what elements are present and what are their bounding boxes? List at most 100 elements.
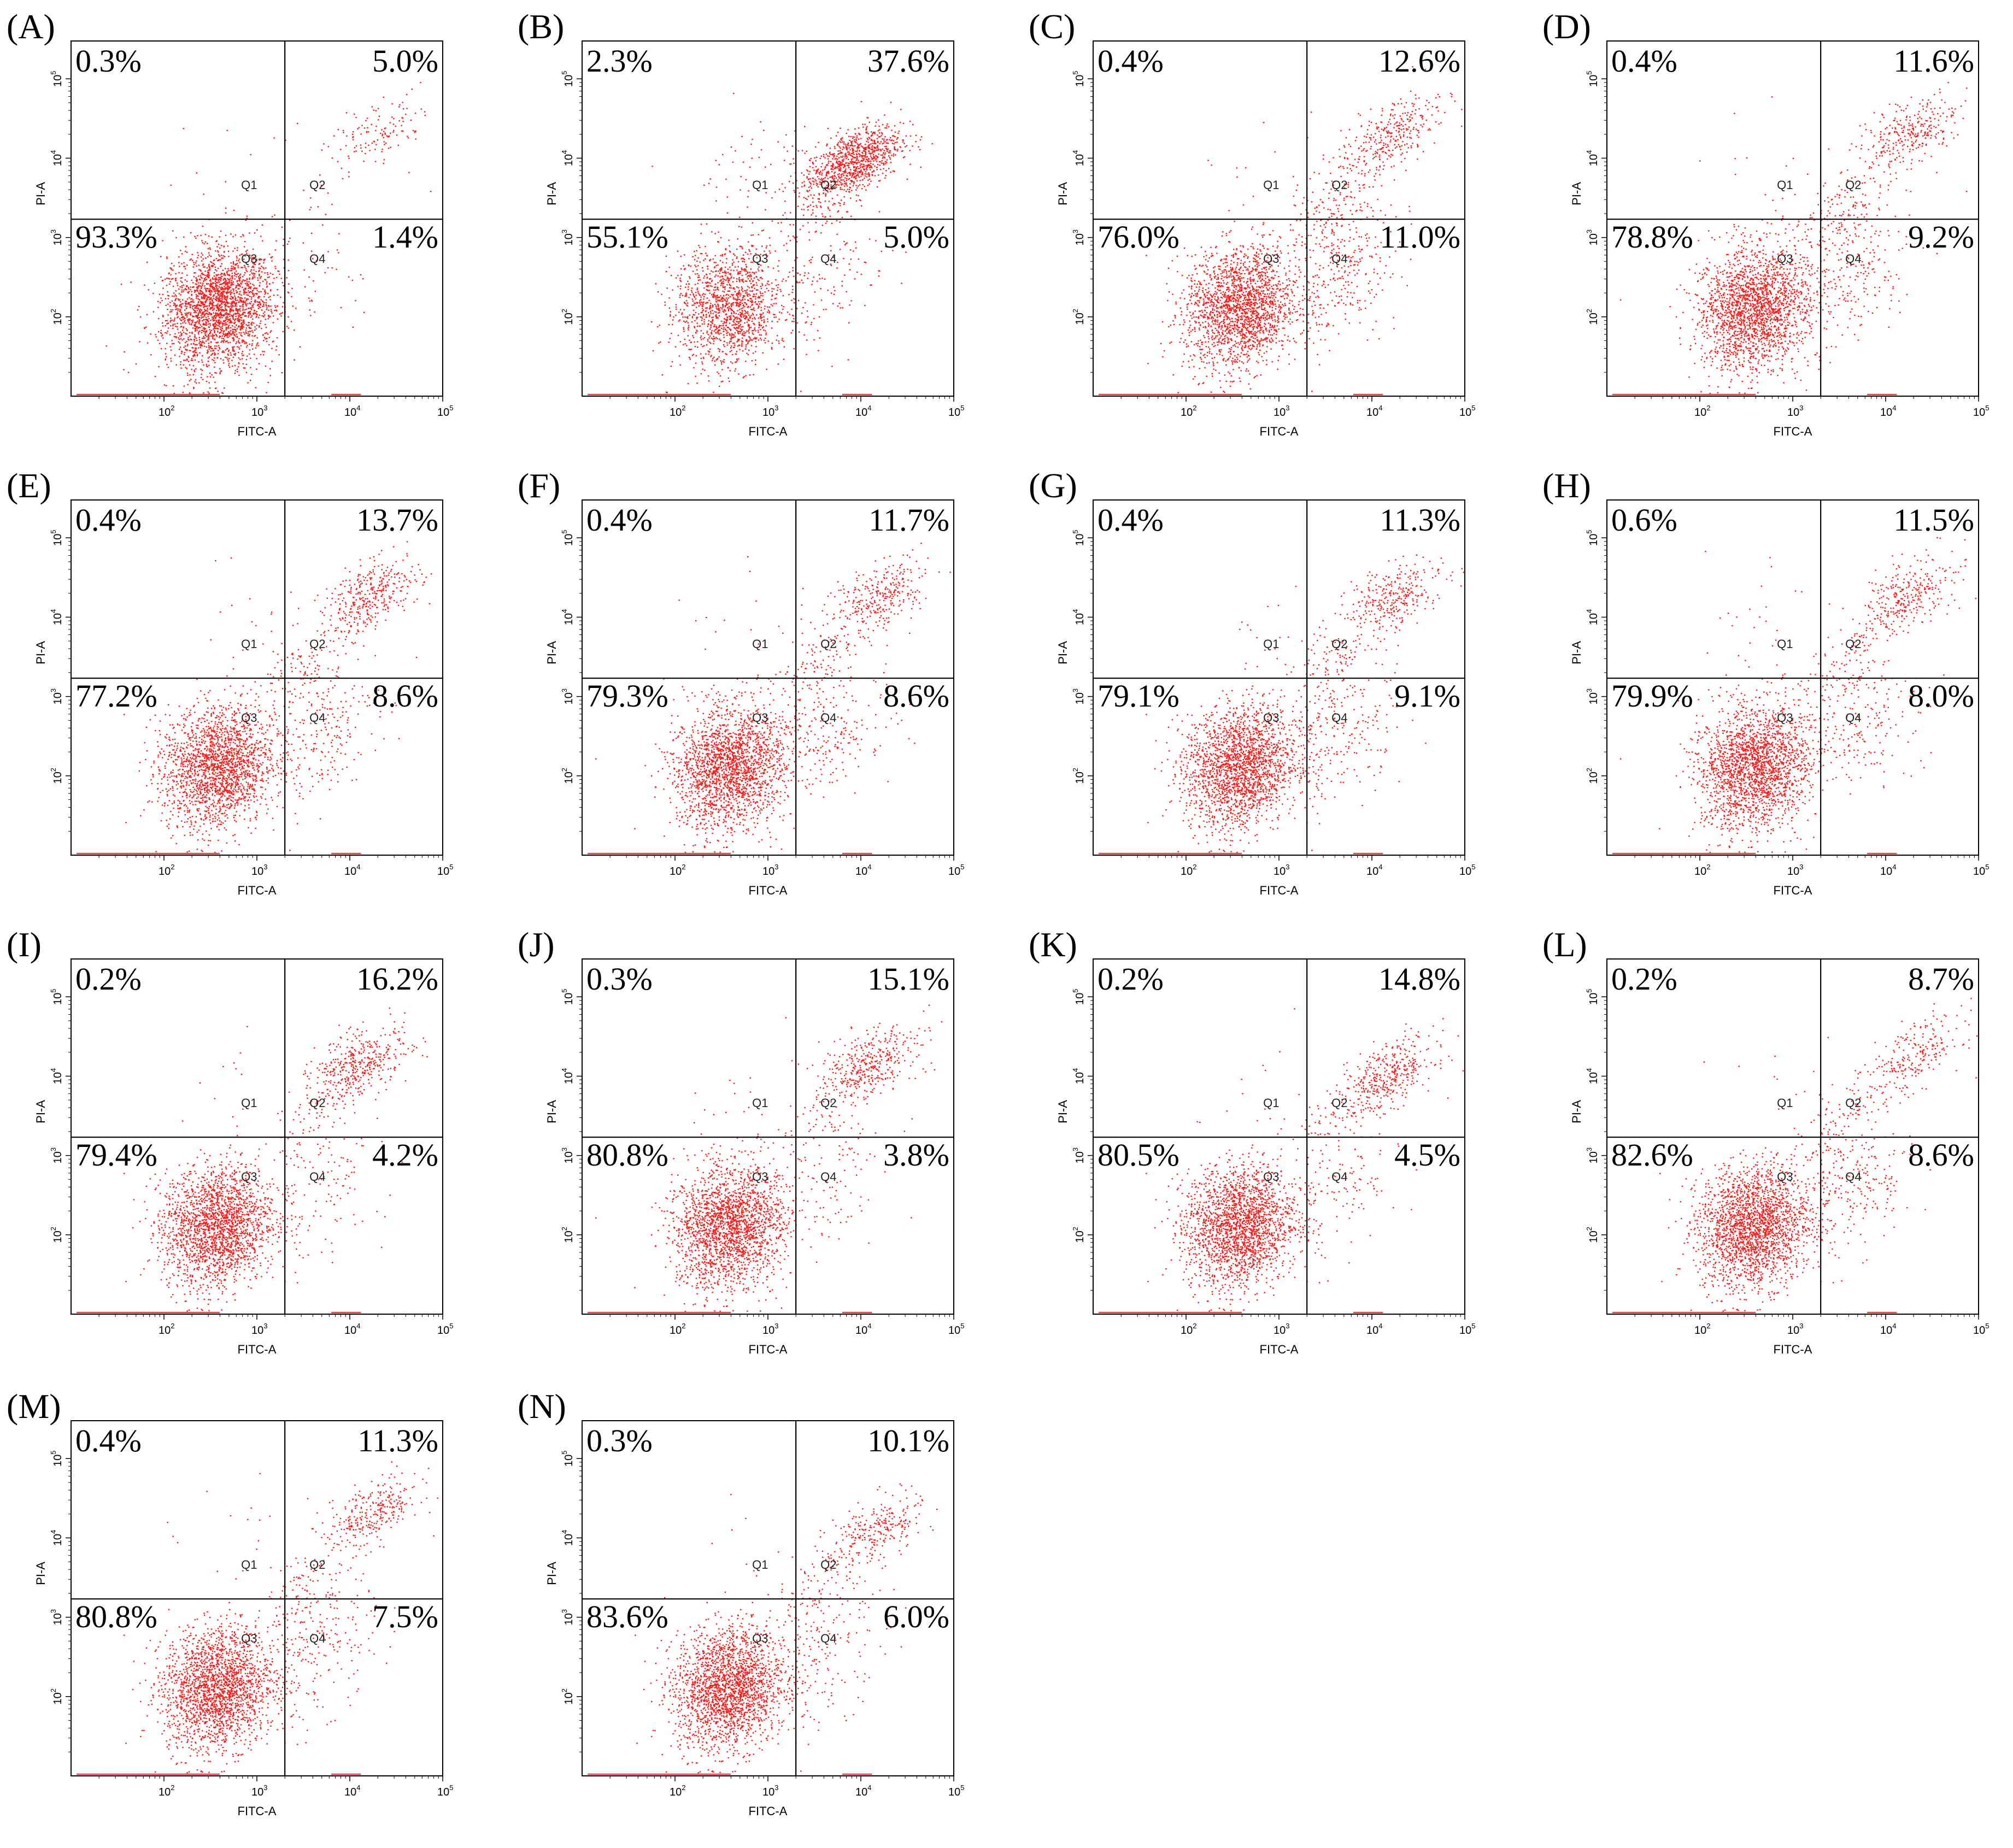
x-tick-label: 102	[670, 863, 685, 878]
q1-percent: 0.4%	[75, 502, 142, 538]
x-tick-label: 104	[855, 404, 871, 419]
y-axis-label: PI-A	[34, 641, 48, 664]
q1-label: Q1	[241, 1558, 257, 1572]
y-tick-label: 102	[49, 1227, 64, 1243]
x-tick-label: 103	[762, 404, 778, 419]
q1-percent: 0.4%	[586, 502, 653, 538]
panel-i: (I) 0.2% 16.2% 79.4% 4.2% Q1 Q2 Q3 Q4 102 103 104 10…	[7, 925, 453, 1356]
q4-percent: 11.0%	[1380, 219, 1460, 255]
x-tick-label: 105	[437, 863, 453, 878]
q4-label: Q4	[1331, 252, 1347, 266]
x-tick-label: 104	[344, 1322, 360, 1337]
panel-letter: (I)	[7, 925, 42, 964]
panel-m: (M) 0.4% 11.3% 80.8% 7.5% Q1 Q2 Q3 Q4 102 103 104 10…	[7, 1387, 453, 1818]
x-axis-label: FITC-A	[1260, 884, 1299, 897]
panel-h: (H) 0.6% 11.5% 79.9% 8.0% Q1 Q2 Q3 Q4 102 103 104 10…	[1542, 466, 1989, 897]
y-axis-label: PI-A	[1056, 182, 1070, 205]
q1-label: Q1	[241, 178, 257, 192]
panel-letter: (G)	[1029, 466, 1077, 505]
y-tick-label: 104	[1071, 609, 1086, 625]
y-tick-label: 102	[1585, 768, 1600, 784]
q4-percent: 1.4%	[372, 219, 438, 255]
q2-percent: 11.5%	[1893, 502, 1974, 538]
x-tick-label: 105	[948, 863, 964, 878]
scatter-points-m	[124, 1461, 438, 1774]
q1-percent: 0.4%	[1611, 43, 1677, 79]
x-axis-label: FITC-A	[749, 425, 788, 438]
q3-percent: 77.2%	[75, 678, 157, 714]
panel-j: (J) 0.3% 15.1% 80.8% 3.8% Q1 Q2 Q3 Q4 102 103 104 10…	[518, 925, 964, 1356]
q3-percent: 83.6%	[586, 1599, 668, 1634]
y-tick-label: 104	[1585, 1068, 1600, 1084]
x-tick-label: 103	[1273, 404, 1289, 419]
y-tick-label: 104	[49, 1530, 64, 1546]
q1-label: Q1	[241, 637, 257, 651]
q4-label: Q4	[820, 1632, 836, 1645]
q2-label: Q2	[309, 178, 325, 192]
x-tick-label: 104	[1366, 863, 1382, 878]
q1-percent: 0.3%	[75, 43, 142, 79]
x-tick-label: 102	[159, 404, 174, 419]
x-tick-label: 102	[1694, 1322, 1710, 1337]
y-tick-label: 102	[560, 1688, 575, 1704]
q1-percent: 0.4%	[1098, 43, 1164, 79]
y-tick-label: 104	[560, 1530, 575, 1546]
y-tick-label: 103	[49, 229, 64, 245]
x-tick-label: 103	[251, 863, 267, 878]
q2-percent: 11.3%	[1380, 502, 1460, 538]
x-tick-label: 104	[855, 1784, 871, 1798]
y-tick-label: 102	[1585, 1227, 1600, 1243]
q3-percent: 76.0%	[1098, 219, 1179, 255]
x-tick-label: 105	[1459, 1322, 1475, 1337]
x-axis-label: FITC-A	[238, 1343, 277, 1356]
panel-letter: (C)	[1029, 7, 1075, 46]
y-tick-label: 103	[1585, 229, 1600, 245]
q4-percent: 4.5%	[1394, 1137, 1460, 1173]
panel-letter: (A)	[7, 7, 55, 46]
q2-label: Q2	[309, 1558, 325, 1572]
plot-frame	[71, 1420, 443, 1776]
scatter-points-c	[1146, 66, 1463, 393]
x-tick-label: 105	[1973, 863, 1989, 878]
q1-label: Q1	[752, 1558, 768, 1572]
x-axis-label: FITC-A	[1774, 425, 1812, 438]
q2-percent: 11.6%	[1893, 43, 1974, 79]
x-tick-label: 102	[1181, 863, 1196, 878]
scatter-points-e	[124, 541, 432, 854]
q3-percent: 82.6%	[1611, 1137, 1693, 1173]
x-tick-label: 105	[437, 404, 453, 419]
panel-g: (G) 0.4% 11.3% 79.1% 9.1% Q1 Q2 Q3 Q4 102 103 104 10…	[1029, 466, 1475, 897]
q4-percent: 3.8%	[883, 1137, 949, 1173]
q1-label: Q1	[241, 1096, 257, 1110]
x-tick-label: 103	[762, 1322, 778, 1337]
y-tick-label: 105	[49, 530, 64, 546]
x-tick-label: 102	[1181, 1322, 1196, 1337]
x-axis-label: FITC-A	[1774, 1343, 1812, 1356]
x-axis-label: FITC-A	[1774, 884, 1812, 897]
q4-percent: 9.2%	[1908, 219, 1974, 255]
y-tick-label: 105	[1585, 71, 1600, 87]
q2-label: Q2	[1331, 178, 1347, 192]
q3-label: Q3	[752, 252, 768, 266]
q3-label: Q3	[752, 711, 768, 725]
panel-l: (L) 0.2% 8.7% 82.6% 8.6% Q1 Q2 Q3 Q4 102 103 104 105…	[1542, 925, 1989, 1356]
y-tick-label: 102	[1071, 1227, 1086, 1243]
q4-label: Q4	[1845, 1170, 1861, 1184]
q2-label: Q2	[1845, 1096, 1861, 1110]
q1-label: Q1	[1263, 178, 1279, 192]
y-tick-label: 103	[1071, 229, 1086, 245]
scatter-points-d	[1619, 81, 1968, 395]
x-tick-label: 105	[1973, 1322, 1989, 1337]
y-tick-label: 102	[1071, 309, 1086, 325]
q3-label: Q3	[752, 1632, 768, 1645]
q3-label: Q3	[1263, 711, 1279, 725]
scatter-points-l	[1659, 998, 1978, 1312]
q4-percent: 6.0%	[883, 1599, 949, 1634]
q4-label: Q4	[309, 1632, 325, 1645]
plot-frame	[1093, 499, 1465, 856]
y-tick-label: 102	[1071, 768, 1086, 784]
y-axis-label: PI-A	[545, 641, 559, 664]
y-tick-label: 105	[1071, 989, 1086, 1005]
y-tick-label: 105	[1585, 989, 1600, 1005]
q2-label: Q2	[820, 1558, 836, 1572]
